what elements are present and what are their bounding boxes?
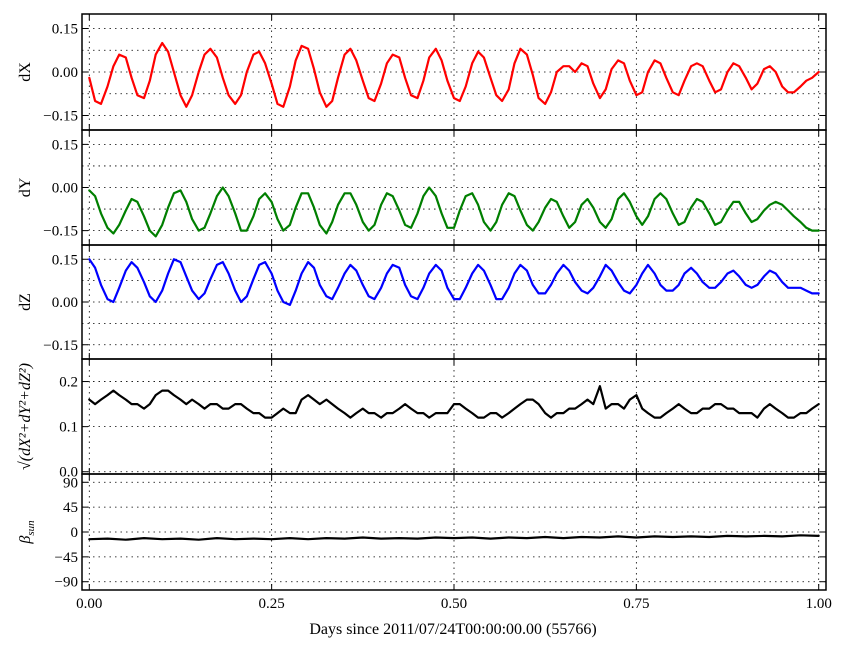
y-tick-label-dY-1: 0.00 [52,181,78,197]
y-tick-label-dR-2: 0.0 [59,465,78,481]
y-axis-label-dX: dX [17,62,34,82]
y-axis-label-dZ: dZ [17,293,34,311]
y-tick-label-dR-0: 0.2 [59,375,78,391]
y-tick-label-beta-3: −45 [55,550,78,566]
panel-dZ: 0.15 0.00 −0.15 dZ [17,244,827,360]
series-line-beta [88,534,820,541]
series-line-dY [88,186,820,238]
panel-dX: 0.15 0.00 −0.15 dX [17,13,827,131]
y-tick-label-dX-0: 0.15 [52,22,78,38]
y-tick-label-beta-2: 0 [71,525,79,541]
y-tick-label-dZ-2: −0.15 [43,338,78,354]
panel-dY: 0.15 0.00 −0.15 dY [17,129,827,246]
y-tick-label-dY-2: −0.15 [43,224,78,240]
y-tick-label-beta-0: 90 [63,475,78,491]
x-axis-label: Days since 2011/07/24T00:00:00.00 (55766… [309,621,596,638]
y-tick-label-dZ-0: 0.15 [52,252,78,268]
series-line-dX [88,41,820,108]
series-line-dR [88,385,820,419]
y-tick-label-dZ-1: 0.00 [52,295,78,311]
y-tick-label-dX-2: −0.15 [43,109,78,125]
y-axis-label-dR: √(dX²+dY²+dZ²) [17,363,34,470]
x-tick-label-3: 0.75 [623,596,649,612]
panels-layer: 0.150.00−0.15dX0.150.00−0.15dY0.150.00−0… [17,13,832,612]
x-tick-label-4: 1.00 [806,596,832,612]
y-tick-label-dR-1: 0.1 [59,420,78,436]
y-tick-label-beta-1: 45 [63,500,78,516]
y-axis-label-dY: dY [17,177,34,197]
y-tick-label-dX-1: 0.00 [52,65,78,81]
series-line-dZ [88,258,820,306]
x-tick-label-0: 0.00 [76,596,102,612]
y-axis-label-beta: βsun [17,520,37,545]
x-tick-label-2: 0.50 [441,596,467,612]
y-tick-label-dY-0: 0.15 [52,137,78,153]
y-tick-label-beta-4: −90 [55,575,78,591]
panel-dR: 0.2 0.1 0.0 √(dX²+dY²+dZ²) [17,358,827,481]
panel-beta: 90 45 0 −45 −90 βsun [17,473,827,591]
x-tick-label-1: 0.25 [259,596,285,612]
